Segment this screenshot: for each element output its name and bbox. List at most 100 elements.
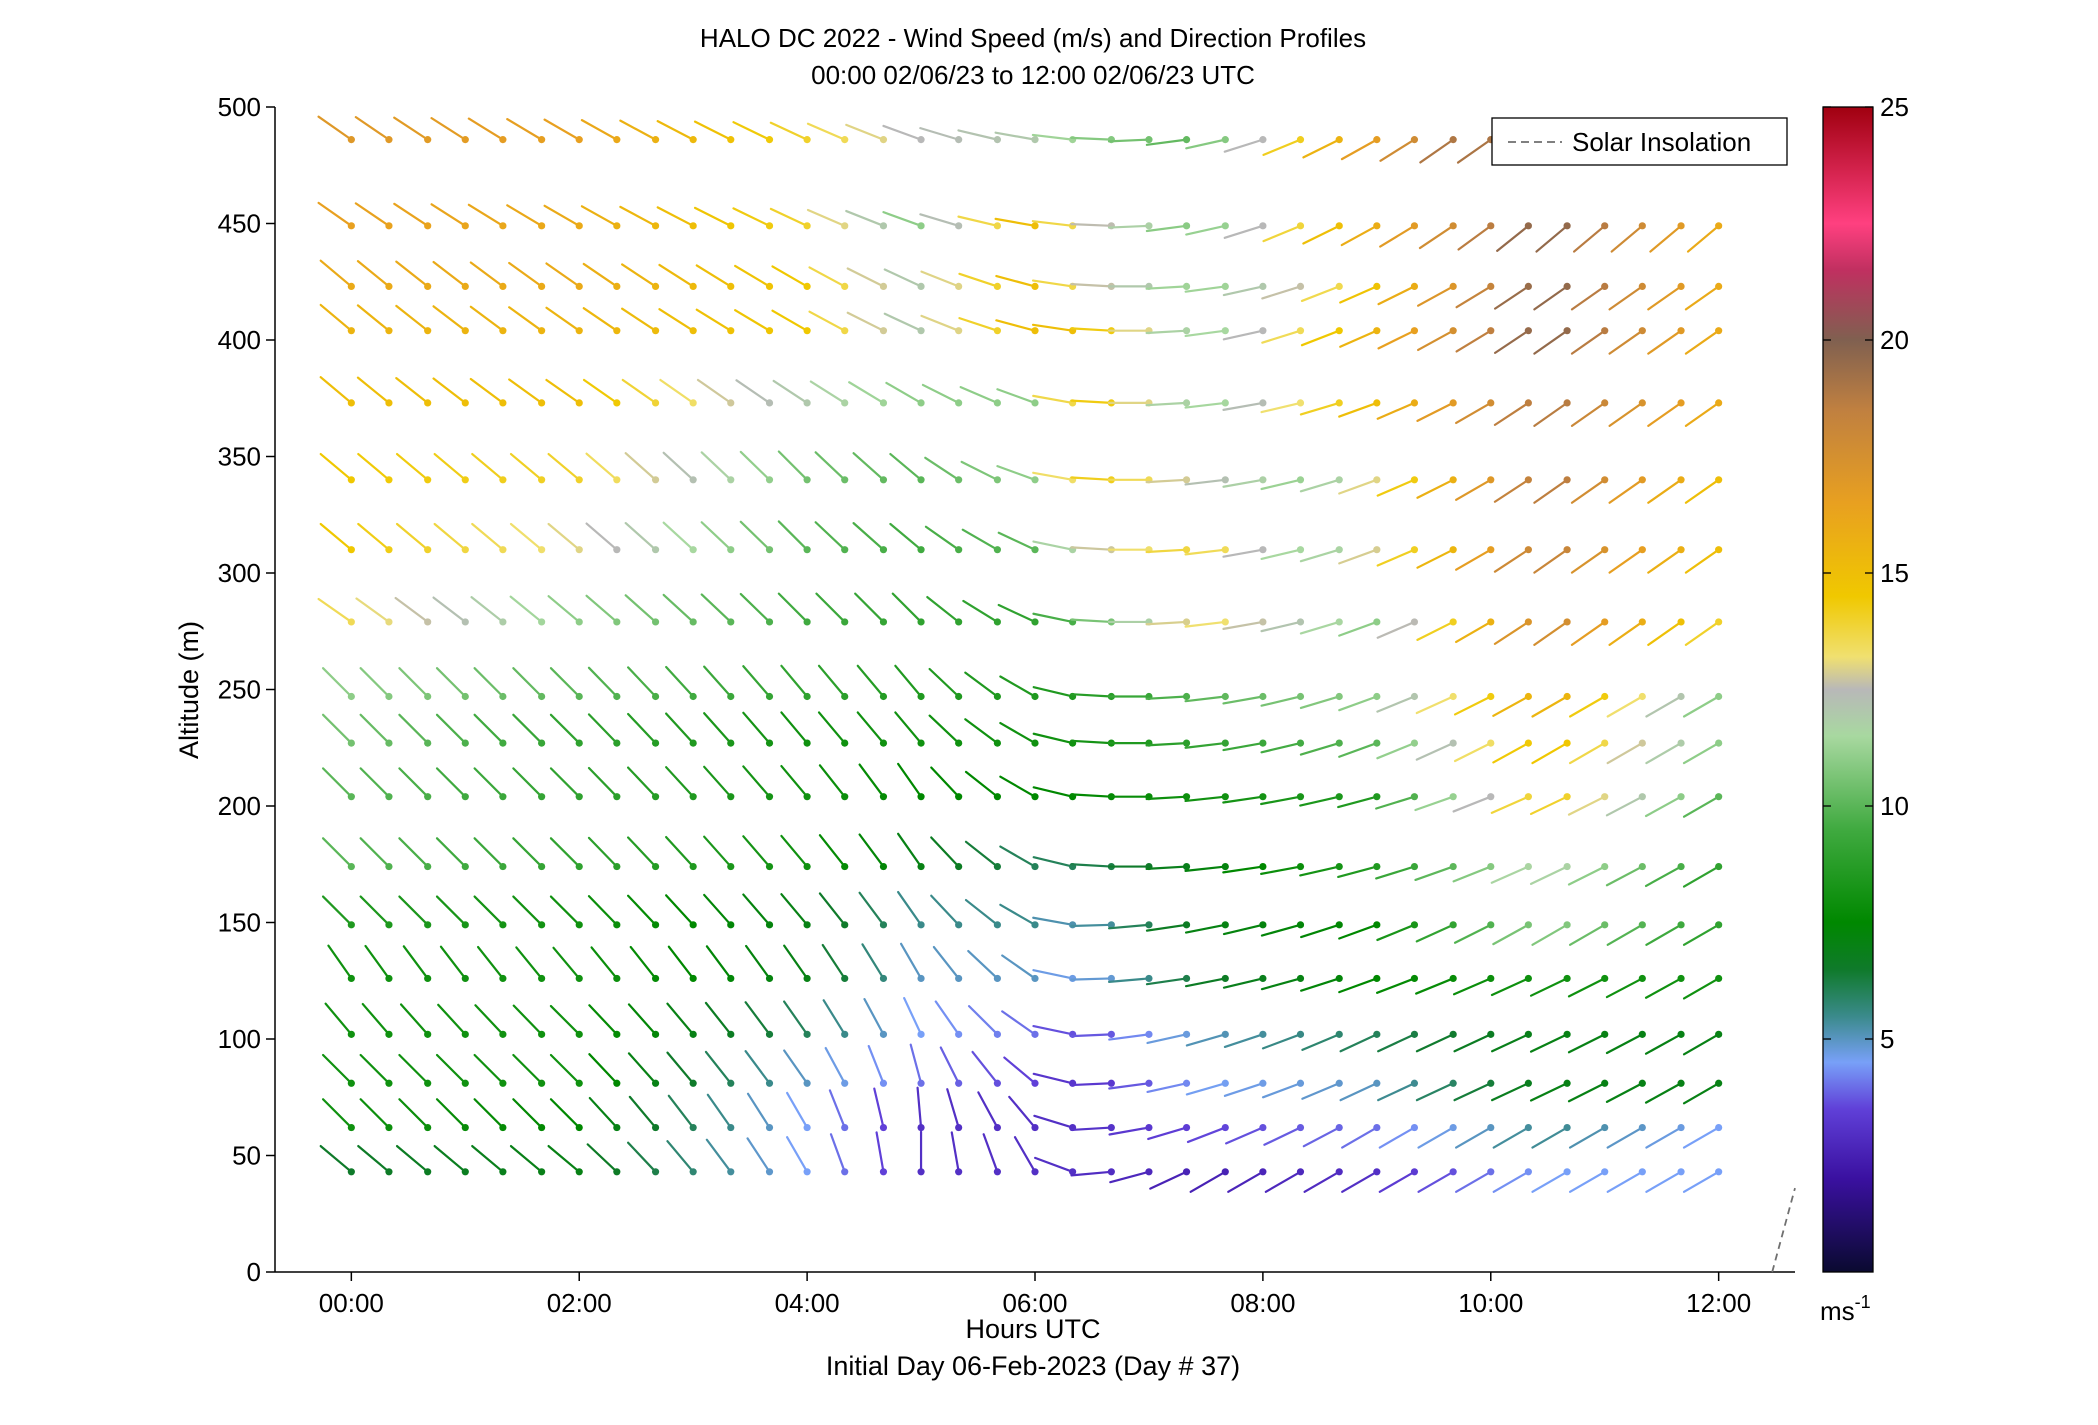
wind-barb bbox=[398, 837, 432, 871]
x-tick-label: 02:00 bbox=[547, 1288, 612, 1318]
wind-barb bbox=[549, 767, 583, 801]
wind-barb bbox=[621, 378, 660, 407]
wind-barb bbox=[1682, 692, 1723, 718]
wind-barb bbox=[1341, 1168, 1381, 1193]
wind-barb bbox=[549, 1004, 583, 1038]
wind-barb bbox=[1299, 546, 1343, 563]
wind-barb bbox=[512, 1098, 546, 1132]
wind-barb bbox=[1416, 476, 1457, 499]
wind-barb bbox=[357, 452, 393, 484]
wind-barb bbox=[1453, 1030, 1495, 1053]
wind-barb bbox=[1260, 692, 1305, 707]
wind-barb bbox=[1032, 540, 1077, 554]
wind-barb bbox=[746, 1137, 774, 1176]
wind-barb bbox=[703, 893, 735, 929]
wind-barb bbox=[1001, 954, 1039, 983]
wind-barb bbox=[355, 597, 393, 626]
wind-barb bbox=[1338, 921, 1381, 940]
wind-barb bbox=[402, 945, 432, 983]
x-tick-label: 06:00 bbox=[1002, 1288, 1067, 1318]
wind-barb bbox=[321, 1098, 355, 1132]
wind-barb bbox=[1378, 1168, 1419, 1193]
wind-barb bbox=[1070, 974, 1115, 983]
wind-barb bbox=[1570, 546, 1609, 574]
wind-barb bbox=[1417, 1123, 1457, 1149]
wind-barb bbox=[666, 1002, 697, 1038]
wind-barb bbox=[1415, 1079, 1457, 1102]
wind-barb bbox=[585, 594, 621, 626]
wind-barb bbox=[1299, 399, 1343, 416]
wind-barb bbox=[771, 265, 811, 291]
wind-barb bbox=[1260, 921, 1305, 937]
wind-barb bbox=[509, 595, 546, 626]
wind-barb bbox=[829, 1133, 849, 1176]
wind-barb bbox=[430, 117, 469, 144]
wind-barb bbox=[1455, 1168, 1495, 1193]
wind-barb bbox=[861, 943, 888, 983]
wind-barb bbox=[1529, 974, 1571, 997]
wind-barb bbox=[1567, 793, 1609, 816]
wind-barb bbox=[1533, 399, 1571, 427]
wind-barb bbox=[806, 208, 849, 230]
wind-barb bbox=[1003, 1056, 1039, 1087]
x-axis-label: Hours UTC bbox=[965, 1314, 1100, 1344]
wind-barb bbox=[1567, 974, 1609, 998]
wind-barb bbox=[1457, 222, 1495, 251]
wind-barb bbox=[319, 522, 355, 554]
wind-barb bbox=[1419, 136, 1457, 164]
wind-barb bbox=[1376, 692, 1419, 713]
wind-barb bbox=[319, 452, 355, 484]
chart-subtitle: 00:00 02/06/23 to 12:00 02/06/23 UTC bbox=[811, 60, 1255, 90]
wind-barb bbox=[439, 945, 469, 983]
wind-barb bbox=[656, 120, 697, 144]
wind-barb bbox=[1070, 921, 1115, 929]
wind-barb bbox=[1529, 1079, 1571, 1102]
wind-barb bbox=[1338, 399, 1381, 418]
wind-barb bbox=[1032, 916, 1077, 929]
wind-barb bbox=[1375, 793, 1419, 810]
wind-barb bbox=[1452, 793, 1495, 813]
wind-barb bbox=[508, 378, 546, 407]
wind-barb bbox=[399, 1003, 432, 1038]
colorbar-unit: ms-1 bbox=[1820, 1292, 1871, 1326]
y-axis-ticks: 0 50 100 150 200 250 300 350 400 450 500 bbox=[218, 92, 275, 1287]
wind-barb bbox=[894, 711, 925, 747]
wind-barb bbox=[473, 1098, 507, 1132]
wind-barb bbox=[695, 308, 735, 335]
wind-barb bbox=[1645, 692, 1685, 718]
wind-barb bbox=[1145, 282, 1191, 291]
wind-barb bbox=[364, 944, 393, 983]
wind-barb bbox=[435, 895, 469, 929]
y-tick-label: 450 bbox=[218, 209, 261, 239]
wind-barb bbox=[1606, 692, 1646, 718]
wind-barb bbox=[1222, 546, 1267, 558]
wind-barb bbox=[1299, 476, 1343, 493]
wind-barb bbox=[432, 305, 469, 335]
wind-barb bbox=[586, 1143, 621, 1176]
wind-barb bbox=[919, 213, 963, 230]
wind-barb bbox=[1567, 1030, 1609, 1054]
wind-barb bbox=[1301, 1030, 1343, 1051]
wind-barb bbox=[515, 946, 546, 983]
wind-barb bbox=[509, 522, 546, 554]
wind-barb bbox=[994, 217, 1039, 230]
wind-barb bbox=[858, 833, 888, 871]
wind-barb bbox=[1261, 1030, 1305, 1050]
wind-barb bbox=[845, 123, 888, 144]
wind-barb bbox=[1222, 282, 1267, 297]
wind-barb bbox=[1302, 1123, 1343, 1148]
wind-barb bbox=[1032, 686, 1077, 701]
wind-barb bbox=[359, 713, 393, 747]
wind-barb bbox=[996, 388, 1039, 407]
wind-barb bbox=[1531, 921, 1571, 946]
wind-barb bbox=[964, 718, 1001, 747]
wind-barb bbox=[621, 263, 660, 291]
wind-barb bbox=[327, 944, 355, 983]
wind-barb bbox=[1684, 476, 1723, 504]
wind-barb bbox=[858, 891, 888, 929]
wind-barb bbox=[1031, 220, 1077, 230]
wind-barb bbox=[1494, 282, 1532, 310]
wind-barb bbox=[1222, 739, 1267, 752]
wind-barb bbox=[1184, 862, 1229, 872]
x-tick-label: 08:00 bbox=[1230, 1288, 1295, 1318]
